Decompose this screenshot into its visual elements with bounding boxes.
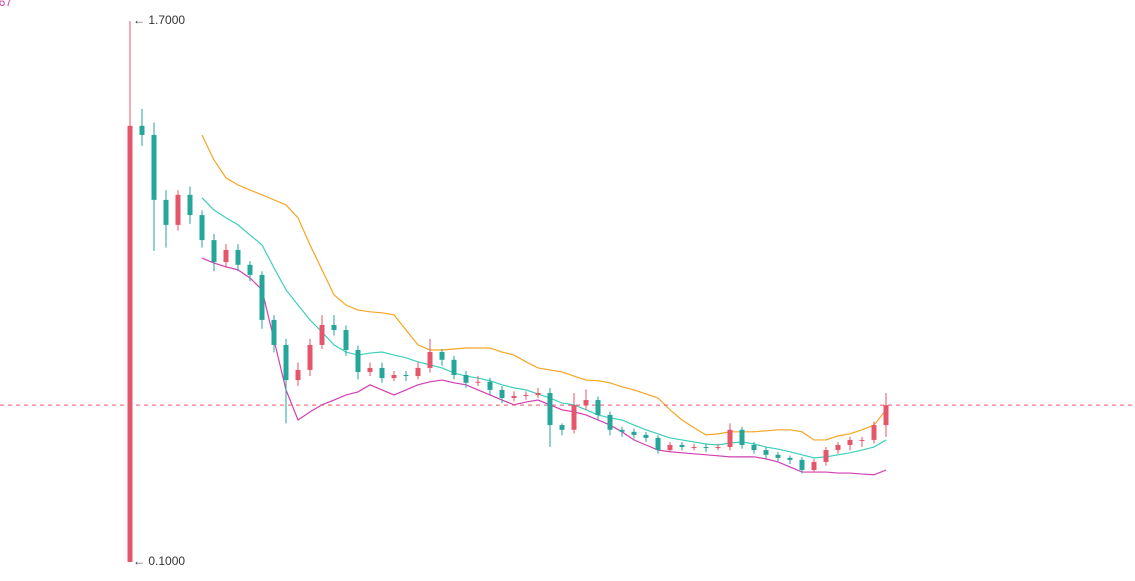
candle-body — [235, 249, 241, 265]
candle-body — [835, 445, 841, 451]
candle-body — [559, 425, 565, 430]
candle-body — [139, 125, 145, 135]
extreme-label: ← 0.1000 — [133, 554, 185, 568]
candle-body — [715, 447, 721, 449]
candle-body — [223, 249, 229, 263]
candle-body — [379, 367, 385, 379]
candle-body — [259, 274, 265, 320]
candle-body — [439, 352, 445, 360]
candle-body — [799, 459, 805, 471]
candle-body — [211, 240, 217, 263]
candle-body — [823, 450, 829, 462]
candle-body — [355, 349, 361, 372]
candle-body — [175, 194, 181, 225]
candle-body — [775, 454, 781, 458]
candle-body — [127, 125, 133, 562]
candle-body — [811, 461, 817, 471]
candle-body — [763, 450, 769, 455]
candle-body — [403, 375, 409, 377]
candle-body — [679, 445, 685, 448]
candle-body — [703, 447, 709, 449]
candle-body — [859, 439, 865, 441]
candle-body — [883, 405, 889, 426]
candle-body — [523, 394, 529, 396]
candle-body — [631, 431, 637, 435]
extreme-label: ← 1.7000 — [133, 13, 185, 27]
candle-body — [319, 324, 325, 345]
candle-body — [415, 367, 421, 377]
candle-body — [607, 414, 613, 430]
band-line — [201, 197, 887, 459]
candle-body — [571, 405, 577, 430]
candle-body — [475, 381, 481, 383]
candle-body — [271, 319, 277, 345]
candle-body — [511, 395, 517, 399]
candle-body — [847, 439, 853, 446]
corner-text: 767 — [0, 0, 12, 9]
candle-body — [655, 437, 661, 451]
band-line — [201, 134, 887, 441]
candle-body — [547, 392, 553, 426]
candle-body — [163, 199, 169, 225]
candle-body — [727, 429, 733, 448]
candle-body — [391, 375, 397, 379]
candle-body — [535, 392, 541, 395]
candle-body — [367, 367, 373, 372]
candle-body — [463, 375, 469, 383]
candle-body — [643, 434, 649, 438]
candle-body — [199, 215, 205, 241]
candle-body — [307, 344, 313, 370]
candle-body — [331, 324, 337, 331]
candle-body — [787, 457, 793, 460]
candle-body — [151, 134, 157, 200]
candle-body — [295, 369, 301, 381]
candle-body — [583, 400, 589, 406]
candle-body — [283, 344, 289, 381]
candle-body — [343, 330, 349, 350]
candle-body — [739, 429, 745, 446]
candle-body — [667, 445, 673, 451]
candle-body — [247, 264, 253, 275]
candle-body — [499, 389, 505, 399]
band-line — [201, 257, 887, 476]
candle-body — [595, 400, 601, 415]
candle-body — [451, 359, 457, 376]
candle-body — [187, 194, 193, 216]
candle-body — [871, 425, 877, 440]
candle-body — [427, 352, 433, 368]
candle-body — [487, 381, 493, 390]
candle-body — [691, 447, 697, 449]
candle-body — [619, 429, 625, 432]
candle-body — [751, 445, 757, 451]
